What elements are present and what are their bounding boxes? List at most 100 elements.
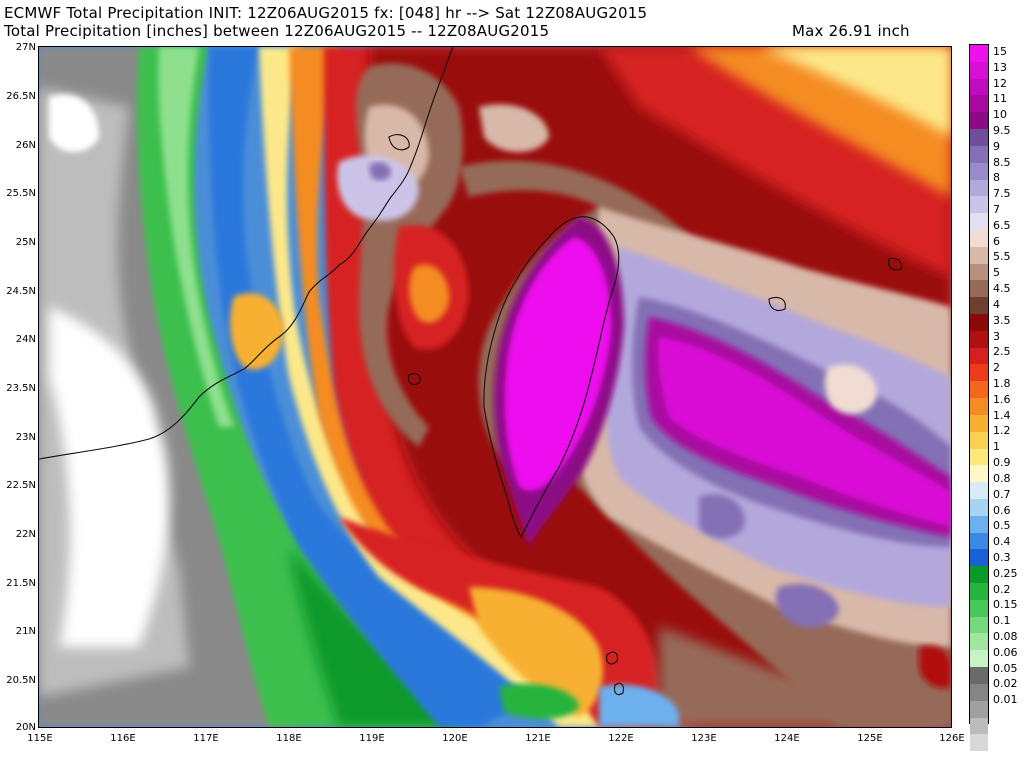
colorbar-level-label: 0.06 <box>993 645 1018 659</box>
colorbar-level-label: 0.7 <box>993 487 1011 501</box>
colorbar-level-label: 0.01 <box>993 693 1018 707</box>
colorbar-swatch <box>970 145 988 163</box>
lat-label: 23N <box>15 432 36 443</box>
lon-label: 121E <box>525 733 551 744</box>
lat-label: 23.5N <box>6 383 36 394</box>
colorbar-swatch <box>970 330 988 348</box>
colorbar-level-label: 2 <box>993 361 1000 375</box>
colorbar-swatch <box>970 213 988 230</box>
colorbar-level-label: 1.6 <box>993 392 1011 406</box>
lon-label: 122E <box>608 733 634 744</box>
colorbar-level-label: 0.1 <box>993 614 1011 628</box>
colorbar-level-label: 15 <box>993 44 1007 58</box>
colorbar-swatch <box>970 431 988 449</box>
colorbar-level-label: 0.15 <box>993 598 1018 612</box>
colorbar-swatch <box>970 583 988 600</box>
lat-label: 22N <box>15 529 36 540</box>
colorbar-swatch <box>970 129 988 146</box>
colorbar-level-label: 0.4 <box>993 535 1011 549</box>
colorbar-swatch <box>970 229 988 247</box>
lat-label: 25N <box>15 237 36 248</box>
colorbar-swatch <box>970 45 988 62</box>
colorbar-swatch <box>970 465 988 483</box>
lon-label: 125E <box>857 733 883 744</box>
colorbar-level-label: 7 <box>993 203 1000 217</box>
colorbar-swatch <box>970 314 988 331</box>
lat-label: 21N <box>15 626 36 637</box>
colorbar-level-label: 4 <box>993 297 1000 311</box>
lat-label: 24.5N <box>6 286 36 297</box>
colorbar-swatch <box>970 633 988 651</box>
colorbar-level-label: 13 <box>993 60 1007 74</box>
lat-label: 24N <box>15 334 36 345</box>
colorbar-level-label: 0.05 <box>993 661 1018 675</box>
colorbar-swatch <box>970 751 988 768</box>
colorbar <box>969 44 989 768</box>
colorbar-level-label: 0.25 <box>993 566 1018 580</box>
colorbar-level-label: 1 <box>993 440 1000 454</box>
colorbar-swatch <box>970 347 988 365</box>
colorbar-level-label: 0.02 <box>993 677 1018 691</box>
colorbar-swatch <box>970 297 988 314</box>
lat-label: 27N <box>15 42 36 53</box>
colorbar-level-label: 5 <box>993 266 1000 280</box>
colorbar-level-label: 9.5 <box>993 123 1011 137</box>
colorbar-swatch <box>970 179 988 197</box>
colorbar-level-label: 12 <box>993 76 1007 90</box>
colorbar-swatch <box>970 549 988 567</box>
colorbar-level-label: 1.4 <box>993 408 1011 422</box>
colorbar-swatch <box>970 61 988 79</box>
lat-label: 26.5N <box>6 91 36 102</box>
colorbar-level-label: 0.6 <box>993 503 1011 517</box>
colorbar-swatch <box>970 599 988 617</box>
colorbar-level-label: 3.5 <box>993 313 1011 327</box>
colorbar-level-label: 2.5 <box>993 345 1011 359</box>
colorbar-swatch <box>970 414 988 432</box>
colorbar-swatch <box>970 717 988 735</box>
lon-label: 117E <box>193 733 219 744</box>
colorbar-level-label: 0.5 <box>993 519 1011 533</box>
colorbar-swatch <box>970 498 988 516</box>
lon-label: 126E <box>939 733 965 744</box>
colorbar-level-label: 6 <box>993 234 1000 248</box>
lon-label: 118E <box>276 733 302 744</box>
colorbar-swatch <box>970 364 988 382</box>
colorbar-level-label: 8.5 <box>993 155 1011 169</box>
lat-label: 26N <box>15 140 36 151</box>
colorbar-swatch <box>970 734 988 752</box>
colorbar-level-label: 0.2 <box>993 582 1011 596</box>
colorbar-swatch <box>970 263 988 281</box>
colorbar-level-label: 5.5 <box>993 250 1011 264</box>
lon-label: 123E <box>691 733 717 744</box>
colorbar-swatch <box>970 616 988 634</box>
colorbar-swatch <box>970 95 988 113</box>
colorbar-level-label: 0.08 <box>993 630 1018 644</box>
colorbar-swatch <box>970 448 988 466</box>
lon-label: 119E <box>359 733 385 744</box>
colorbar-level-label: 7.5 <box>993 187 1011 201</box>
coastline <box>39 47 902 696</box>
colorbar-swatch <box>970 280 988 298</box>
colorbar-level-label: 3 <box>993 329 1000 343</box>
lat-label: 21.5N <box>6 578 36 589</box>
colorbar-swatch <box>970 78 988 96</box>
max-precip-label: Max 26.91 inch <box>792 22 910 40</box>
colorbar-level-label: 0.8 <box>993 471 1011 485</box>
colorbar-swatch <box>970 650 988 668</box>
precipitation-field <box>39 47 951 727</box>
lon-label: 116E <box>110 733 136 744</box>
colorbar-swatch <box>970 246 988 264</box>
precipitation-map <box>38 46 952 728</box>
colorbar-swatch <box>970 112 988 130</box>
colorbar-level-label: 0.3 <box>993 550 1011 564</box>
lat-label: 25.5N <box>6 188 36 199</box>
colorbar-level-label: 8 <box>993 171 1000 185</box>
lat-label: 20.5N <box>6 675 36 686</box>
colorbar-swatch <box>970 381 988 399</box>
colorbar-swatch <box>970 196 988 214</box>
colorbar-level-label: 9 <box>993 139 1000 153</box>
colorbar-swatch <box>970 482 988 499</box>
lon-label: 120E <box>442 733 468 744</box>
colorbar-swatch <box>970 667 988 684</box>
colorbar-level-label: 0.9 <box>993 456 1011 470</box>
